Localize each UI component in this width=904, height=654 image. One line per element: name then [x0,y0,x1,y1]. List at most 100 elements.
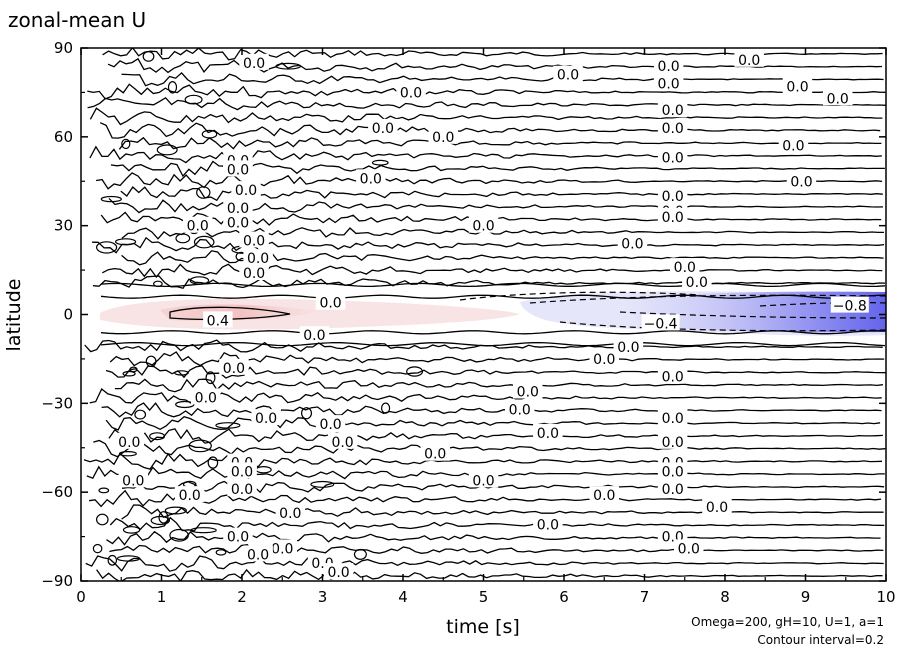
x-tick-label: 8 [720,588,730,606]
x-tick-label: 0 [76,588,86,606]
contour-line [109,544,884,556]
contour-label-bg [203,311,233,328]
contour-label-bg [223,527,253,544]
contour-label-bg [223,160,253,177]
contour-label: 0.0 [472,473,494,489]
contour-label: 0.0 [319,296,341,312]
contour-label: 0.0 [472,219,494,235]
contour-label: 0.0 [400,85,422,101]
eddy-contour [184,94,203,105]
eddy-contour [205,371,216,385]
contour-label: 0.4 [207,313,229,329]
eddy-contour [116,555,141,562]
y-tick-label: 60 [54,128,73,146]
x-axis-label: time [s] [446,616,520,638]
contour-label-bg [533,515,563,532]
contour-label-bg [468,471,499,488]
contour-label: 0.0 [738,53,760,69]
contour-label: 0.0 [360,171,382,187]
y-tick-label: −90 [41,572,73,590]
contour-label-bg [315,293,346,310]
contour-label-bg [830,296,869,313]
eddy-contour [173,370,189,376]
contour-label: 0.0 [243,266,265,282]
contour-line [92,236,885,254]
eddy-contour [145,355,157,367]
contour-label: 0.0 [537,518,559,534]
positive-contour-0.4 [169,306,291,321]
contour-label-bg [782,77,813,94]
contour-line [89,489,882,508]
contour-label: 0.0 [657,77,679,93]
eddy-contour [207,456,219,469]
chart-title: zonal-mean U [8,8,146,32]
contour-label: 0.0 [662,151,684,167]
contour-label-bg [356,169,386,186]
contour-label-bg [243,249,273,266]
contour-label-bg [778,136,809,153]
equatorial-contour [100,294,886,299]
contour-label-bg [315,415,346,432]
eddy-contour [142,51,155,62]
eddy-contour [196,186,211,199]
contour-label-bg [275,503,306,520]
eddy-contour [371,159,389,166]
equatorial-contour [100,341,886,347]
contour-line [96,172,883,190]
contour-label: 0.0 [617,340,639,356]
x-tick-label: 6 [559,588,569,606]
contour-label: 0.0 [662,189,684,205]
contour-label: 0.0 [509,402,531,418]
contour-label: 0.0 [674,260,696,276]
contour-labels: 0.00.00.0 0.00.00.0 0.00.00.00.00.00.00.00… [114,50,869,581]
eddy-contour [381,402,391,414]
contour-label-bg [239,53,269,70]
eddy-contour [149,432,166,441]
eddy-contour [215,549,227,556]
contour-line [96,568,883,581]
contour-label-bg [267,539,297,556]
contour-label-bg [118,471,149,488]
eddy-contour [122,370,136,377]
contour-label-bg [653,56,684,73]
contour-label-bg [657,118,688,135]
x-tick-label: 4 [398,588,408,606]
contour-label: 0.0 [827,91,849,107]
contour-label: 0.0 [331,435,353,451]
contour-label: 0.0 [706,500,728,516]
contour-label-bg [641,314,680,331]
eddy-contour [275,62,301,70]
contour-label: 0.0 [517,385,539,401]
contour-line [99,122,881,139]
contour-label: 0.0 [179,488,201,504]
eddy-contour [150,515,170,526]
contour-label: 0.0 [243,56,265,72]
eddy-contour [114,238,137,246]
contour-label: 0.0 [662,210,684,226]
contour-label: 0.0 [424,447,446,463]
contour-line [87,96,886,111]
contour-label-bg [533,423,563,440]
contour-label: 0.0 [118,435,140,451]
contour-label-bg [670,258,700,275]
contour-line [108,428,883,444]
contour-label: 0.0 [662,370,684,386]
contour-label-bg [674,539,704,556]
contour-label-bg [420,444,450,461]
contour-label: 0.0 [662,103,684,119]
parameter-annotation: Omega=200, gH=10, U=1, a=1 [691,615,884,629]
contour-label: 0.0 [271,541,293,557]
contour-label-bg [505,400,535,417]
x-tick-label: 5 [479,588,489,606]
contour-label-bg [617,234,648,251]
contour-label: 0.0 [686,275,708,291]
contour-label: 0.0 [662,482,684,498]
contour-label-bg [251,409,281,426]
contour-label: 0.0 [537,426,559,442]
eddy-contour [175,400,195,409]
contour-label-bg [657,462,688,479]
eddy-contour [122,526,141,534]
contour-label: 0.0 [662,464,684,480]
x-tick-label: 7 [640,588,650,606]
contour-line [118,136,882,150]
